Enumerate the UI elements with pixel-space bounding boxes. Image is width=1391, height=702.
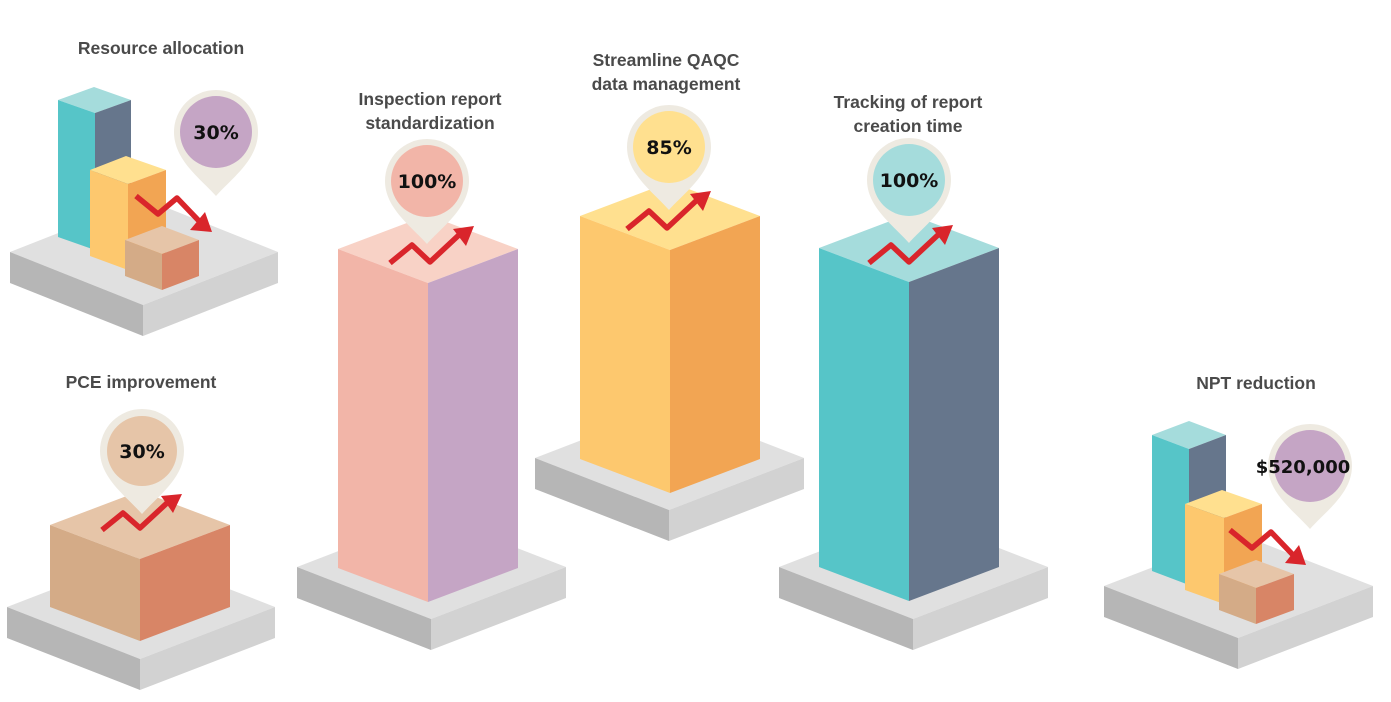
npt-reduction-label: NPT reduction: [1196, 373, 1316, 393]
tracking-report-label-line-2: creation time: [854, 116, 963, 136]
trend-down-arrow-icon: [1228, 527, 1296, 558]
small-box: [1219, 560, 1294, 624]
streamline-qaqc-group: 85% Streamline QAQC data management: [535, 50, 804, 541]
trend-up-arrowhead: [932, 225, 953, 245]
streamline-qaqc-label-line-1: Streamline QAQC: [593, 50, 740, 70]
trend-down-arrow-icon: [134, 193, 202, 224]
pce-improvement-label: PCE improvement: [66, 372, 217, 392]
tracking-report-group: 100% Tracking of report creation time: [779, 92, 1048, 650]
trend-down-arrowhead: [190, 212, 212, 232]
trend-up-arrow-icon: [625, 197, 699, 232]
inspection-report-value: 100%: [398, 171, 457, 193]
trend-up-arrow-icon: [867, 231, 941, 266]
npt-reduction-value: $520,000: [1256, 457, 1351, 478]
inspection-report-label-line-1: Inspection report: [359, 89, 502, 109]
tracking-report-label-line-1: Tracking of report: [834, 92, 983, 112]
resource-allocation-label: Resource allocation: [78, 38, 244, 58]
tracking-report-value: 100%: [880, 170, 939, 192]
tall-column: [338, 215, 518, 602]
pce-improvement-value: 30%: [119, 441, 164, 463]
map-pin-icon: 100%: [867, 138, 951, 243]
map-pin-icon: 30%: [100, 409, 184, 514]
trend-up-arrowhead: [453, 226, 474, 246]
small-box: [125, 226, 199, 290]
pce-improvement-group: 30% PCE improvement: [7, 372, 275, 690]
streamline-qaqc-value: 85%: [646, 137, 691, 159]
map-pin-icon: 100%: [385, 139, 469, 244]
inspection-report-label-line-2: standardization: [365, 113, 494, 133]
trend-up-arrowhead: [161, 494, 182, 513]
trend-down-arrowhead: [1285, 545, 1306, 565]
trend-up-arrow-icon: [100, 500, 169, 533]
map-pin-icon: 30%: [174, 90, 258, 196]
trend-up-arrow-icon: [388, 231, 462, 266]
inspection-report-group: 100% Inspection report standardization: [297, 89, 566, 650]
tall-column: [580, 182, 760, 493]
npt-reduction-group: $520,000 NPT reduction: [1104, 373, 1373, 669]
trend-up-arrowhead: [690, 191, 711, 211]
resource-allocation-group: 30% Resource allocation: [10, 38, 278, 336]
streamline-qaqc-label-line-2: data management: [592, 74, 741, 94]
resource-allocation-value: 30%: [193, 122, 238, 144]
map-pin-icon: $520,000: [1256, 423, 1353, 529]
tall-column: [819, 214, 999, 601]
map-pin-icon: 85%: [627, 105, 711, 210]
